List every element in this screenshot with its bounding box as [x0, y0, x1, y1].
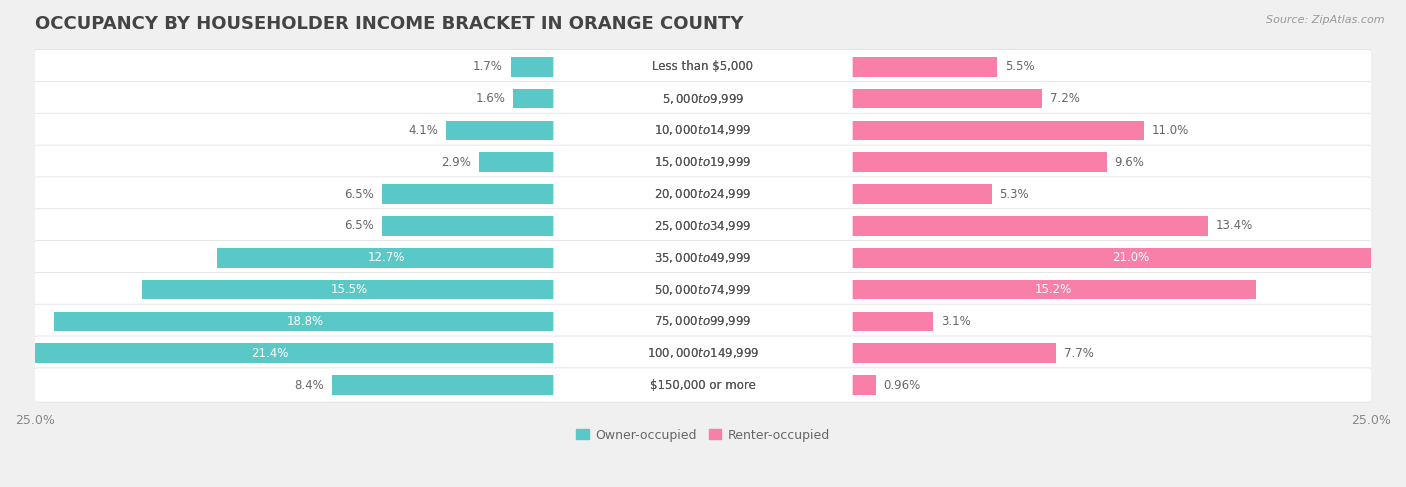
Text: $25,000 to $34,999: $25,000 to $34,999 [654, 219, 752, 233]
Bar [217, 248, 555, 267]
Text: 13.4%: 13.4% [1216, 220, 1253, 232]
Legend: Owner-occupied, Renter-occupied: Owner-occupied, Renter-occupied [571, 424, 835, 447]
Text: $50,000 to $74,999: $50,000 to $74,999 [654, 282, 752, 297]
FancyBboxPatch shape [554, 149, 852, 175]
FancyBboxPatch shape [34, 177, 1372, 211]
Text: Source: ZipAtlas.com: Source: ZipAtlas.com [1267, 15, 1385, 25]
Text: $25,000 to $34,999: $25,000 to $34,999 [654, 219, 752, 233]
Text: 4.1%: 4.1% [409, 124, 439, 137]
Bar [851, 57, 997, 76]
Text: 11.0%: 11.0% [1152, 124, 1189, 137]
Text: $100,000 to $149,999: $100,000 to $149,999 [647, 346, 759, 360]
FancyBboxPatch shape [34, 81, 1372, 116]
Text: 7.7%: 7.7% [1064, 347, 1094, 360]
Text: 0.96%: 0.96% [883, 378, 921, 392]
Text: 7.2%: 7.2% [1050, 92, 1080, 105]
FancyBboxPatch shape [34, 336, 1372, 371]
FancyBboxPatch shape [554, 277, 852, 302]
Text: $150,000 or more: $150,000 or more [650, 378, 756, 392]
Bar [851, 343, 1056, 363]
Text: 12.7%: 12.7% [367, 251, 405, 264]
Text: $35,000 to $49,999: $35,000 to $49,999 [654, 251, 752, 265]
FancyBboxPatch shape [554, 54, 852, 80]
Text: 3.1%: 3.1% [941, 315, 970, 328]
Text: 21.4%: 21.4% [252, 347, 288, 360]
Text: $100,000 to $149,999: $100,000 to $149,999 [647, 346, 759, 360]
Bar [851, 312, 932, 331]
Bar [513, 89, 555, 109]
FancyBboxPatch shape [34, 50, 1372, 84]
FancyBboxPatch shape [554, 117, 852, 144]
Text: $75,000 to $99,999: $75,000 to $99,999 [654, 315, 752, 328]
Text: 1.6%: 1.6% [475, 92, 505, 105]
FancyBboxPatch shape [34, 145, 1372, 179]
Bar [382, 216, 555, 236]
Text: $15,000 to $19,999: $15,000 to $19,999 [654, 155, 752, 169]
Text: 6.5%: 6.5% [344, 187, 374, 201]
Text: 2.9%: 2.9% [440, 156, 471, 169]
Text: $150,000 or more: $150,000 or more [650, 378, 756, 392]
Bar [851, 89, 1042, 109]
FancyBboxPatch shape [34, 113, 1372, 148]
Text: $20,000 to $24,999: $20,000 to $24,999 [654, 187, 752, 201]
Bar [0, 343, 555, 363]
Bar [478, 152, 555, 172]
Bar [53, 312, 555, 331]
Bar [851, 375, 876, 395]
FancyBboxPatch shape [554, 372, 852, 398]
FancyBboxPatch shape [554, 244, 852, 271]
FancyBboxPatch shape [554, 340, 852, 366]
Text: Less than $5,000: Less than $5,000 [652, 60, 754, 73]
Bar [851, 152, 1107, 172]
Text: 15.2%: 15.2% [1035, 283, 1071, 296]
Text: $10,000 to $14,999: $10,000 to $14,999 [654, 123, 752, 137]
Text: 21.0%: 21.0% [1112, 251, 1149, 264]
Text: 6.5%: 6.5% [344, 220, 374, 232]
Bar [851, 248, 1406, 267]
Bar [332, 375, 555, 395]
FancyBboxPatch shape [34, 368, 1372, 402]
Bar [510, 57, 555, 76]
Bar [142, 280, 555, 300]
Text: OCCUPANCY BY HOUSEHOLDER INCOME BRACKET IN ORANGE COUNTY: OCCUPANCY BY HOUSEHOLDER INCOME BRACKET … [35, 15, 744, 33]
Bar [851, 121, 1144, 140]
Text: 5.3%: 5.3% [1000, 187, 1029, 201]
Text: 18.8%: 18.8% [287, 315, 323, 328]
FancyBboxPatch shape [554, 86, 852, 112]
FancyBboxPatch shape [34, 241, 1372, 275]
Bar [851, 216, 1208, 236]
Bar [851, 184, 991, 204]
Text: $75,000 to $99,999: $75,000 to $99,999 [654, 315, 752, 328]
Text: $5,000 to $9,999: $5,000 to $9,999 [662, 92, 744, 106]
Text: $50,000 to $74,999: $50,000 to $74,999 [654, 282, 752, 297]
Text: 9.6%: 9.6% [1115, 156, 1144, 169]
Text: 8.4%: 8.4% [294, 378, 323, 392]
FancyBboxPatch shape [34, 304, 1372, 338]
Text: $35,000 to $49,999: $35,000 to $49,999 [654, 251, 752, 265]
FancyBboxPatch shape [554, 181, 852, 207]
Bar [447, 121, 555, 140]
Text: $5,000 to $9,999: $5,000 to $9,999 [662, 92, 744, 106]
FancyBboxPatch shape [554, 308, 852, 335]
Text: $20,000 to $24,999: $20,000 to $24,999 [654, 187, 752, 201]
Text: 5.5%: 5.5% [1005, 60, 1035, 73]
FancyBboxPatch shape [34, 272, 1372, 307]
Text: $10,000 to $14,999: $10,000 to $14,999 [654, 123, 752, 137]
Text: Less than $5,000: Less than $5,000 [652, 60, 754, 73]
FancyBboxPatch shape [554, 213, 852, 239]
Bar [851, 280, 1256, 300]
Text: 1.7%: 1.7% [472, 60, 502, 73]
Text: 15.5%: 15.5% [330, 283, 367, 296]
Bar [382, 184, 555, 204]
Text: $15,000 to $19,999: $15,000 to $19,999 [654, 155, 752, 169]
FancyBboxPatch shape [34, 209, 1372, 243]
